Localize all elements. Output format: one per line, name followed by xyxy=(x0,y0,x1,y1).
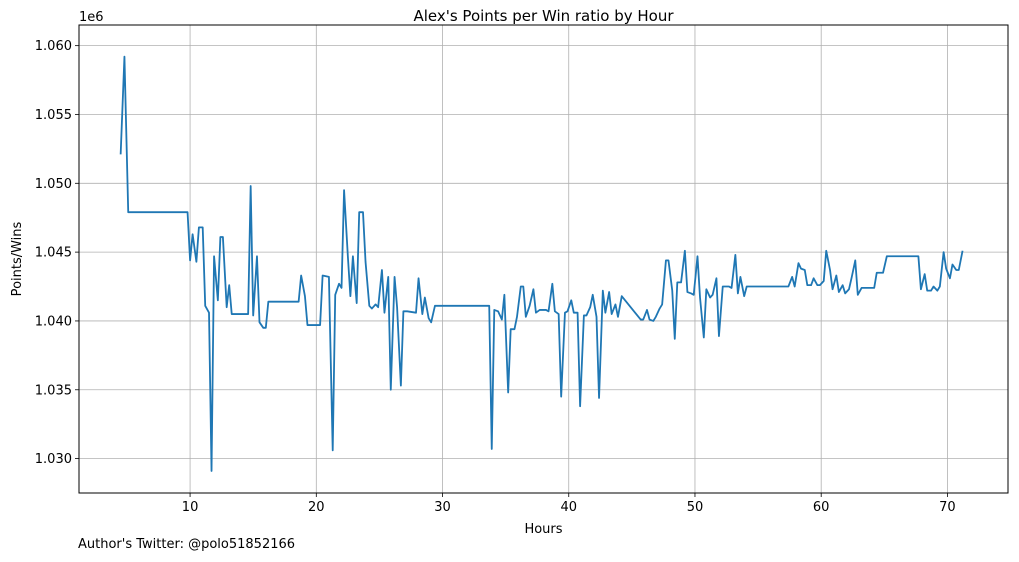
plot-frame xyxy=(78,24,1009,494)
x-tick-label: 30 xyxy=(434,500,451,515)
y-tick-label: 1.035 xyxy=(35,383,72,398)
plot-background xyxy=(79,25,1008,493)
chart-title: Alex's Points per Win ratio by Hour xyxy=(413,7,674,25)
x-tick-label: 50 xyxy=(687,500,704,515)
grid-lines xyxy=(79,25,1008,493)
series-line xyxy=(119,55,964,472)
y-tick-label: 1.055 xyxy=(35,108,72,123)
x-tick-label: 20 xyxy=(308,500,325,515)
series-group xyxy=(119,55,964,472)
x-tick-label: 70 xyxy=(939,500,956,515)
author-credit: Author's Twitter: @polo51852166 xyxy=(78,537,296,552)
x-tick-label: 60 xyxy=(813,500,830,515)
axis-ticks: 10 20 30 40 50 60 70 1.030 1.035 1.040 1.045 1.050 1… xyxy=(35,39,956,515)
y-tick-label: 1.040 xyxy=(35,314,72,329)
y-tick-label: 1.060 xyxy=(35,39,72,54)
y-offset-label: 1e6 xyxy=(79,10,104,25)
y-tick-label: 1.045 xyxy=(35,246,72,261)
x-tick-label: 40 xyxy=(560,500,577,515)
y-tick-label: 1.030 xyxy=(35,452,72,467)
y-axis-label: Points/Wins xyxy=(10,221,25,296)
x-tick-label: 10 xyxy=(182,500,199,515)
y-tick-label: 1.050 xyxy=(35,177,72,192)
x-axis-label: Hours xyxy=(524,522,562,537)
